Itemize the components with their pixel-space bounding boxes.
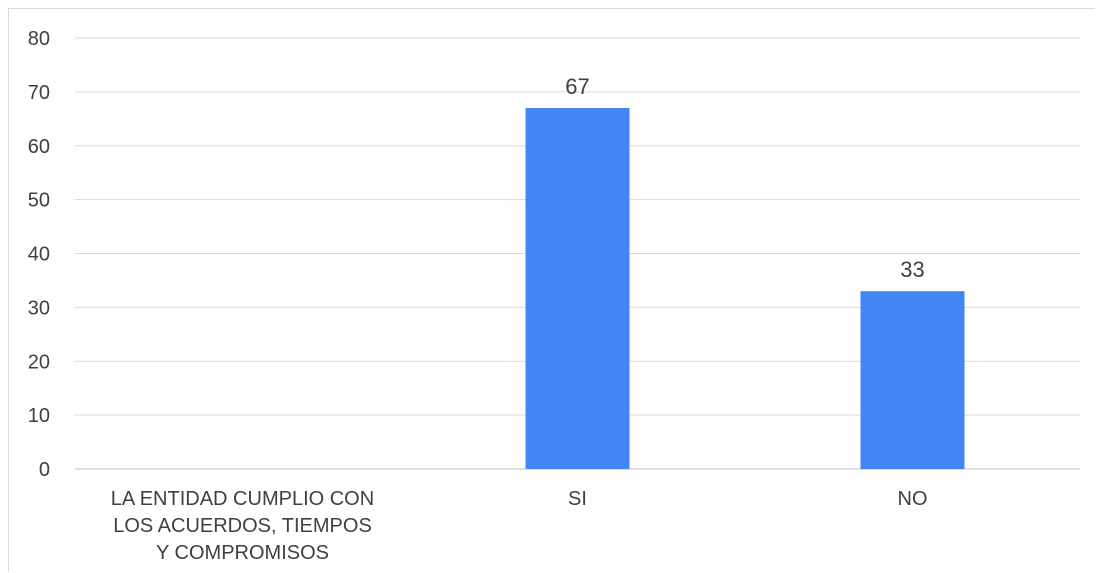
y-tick-label: 50: [28, 190, 50, 212]
y-axis-tick-labels: 0 10 20 30 40 50 60 70 80: [28, 28, 50, 481]
y-tick-label: 0: [39, 459, 50, 481]
y-tick-label: 20: [28, 351, 50, 373]
y-tick-label: 60: [28, 136, 50, 158]
y-tick-label: 10: [28, 405, 50, 427]
x-category-label: LA ENTIDAD CUMPLIO CON LOS ACUERDOS, TIEM…: [111, 488, 374, 564]
data-label: 67: [565, 74, 589, 99]
y-tick-label: 70: [28, 82, 50, 104]
x-category-label-line: SI: [568, 488, 587, 510]
bars: [525, 108, 965, 469]
x-axis-category-labels: LA ENTIDAD CUMPLIO CON LOS ACUERDOS, TIEM…: [111, 488, 928, 564]
x-category-label-line: LA ENTIDAD CUMPLIO CON: [111, 488, 374, 510]
x-category-label: NO: [898, 488, 928, 510]
bar: [860, 291, 965, 469]
data-label: 33: [900, 257, 924, 282]
y-tick-label: 30: [28, 297, 50, 319]
x-category-label-line: LOS ACUERDOS, TIEMPOS: [113, 515, 372, 537]
bar: [525, 108, 630, 469]
x-category-label-line: NO: [898, 488, 928, 510]
y-tick-label: 40: [28, 244, 50, 266]
data-labels: 67 33: [565, 74, 924, 282]
x-category-label: SI: [568, 488, 587, 510]
y-tick-label: 80: [28, 28, 50, 50]
chart-frame: [8, 8, 1095, 572]
x-category-label-line: Y COMPROMISOS: [156, 542, 329, 564]
